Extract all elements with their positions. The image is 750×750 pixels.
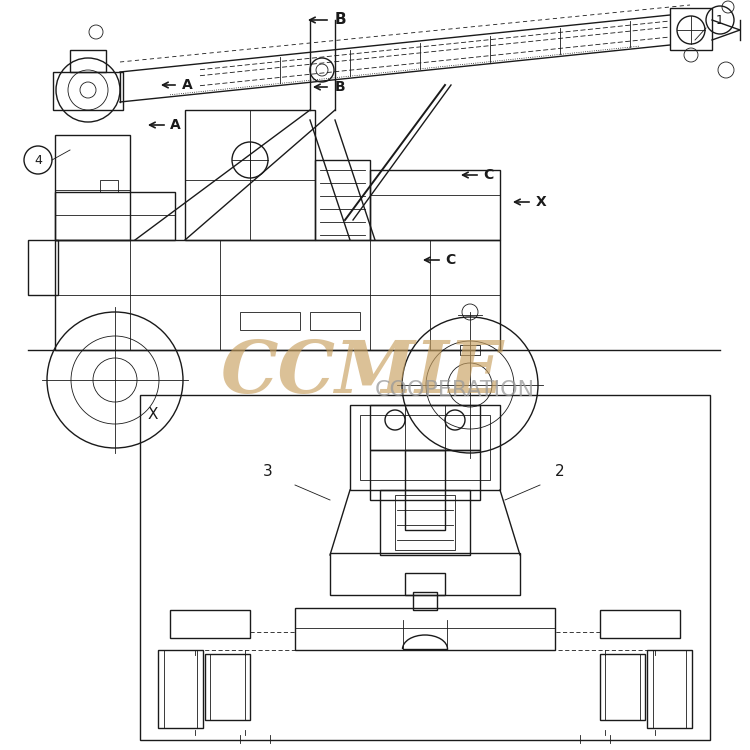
Bar bbox=[460, 345, 480, 355]
Bar bbox=[350, 405, 500, 490]
Bar bbox=[55, 240, 500, 350]
Text: 4: 4 bbox=[34, 154, 42, 166]
Text: 3: 3 bbox=[263, 464, 273, 479]
Text: COOPERATION: COOPERATION bbox=[375, 380, 536, 400]
Bar bbox=[670, 8, 712, 50]
Bar bbox=[185, 110, 315, 240]
Bar bbox=[600, 654, 645, 720]
Bar bbox=[70, 50, 106, 72]
Bar bbox=[647, 650, 692, 728]
Bar bbox=[330, 553, 520, 595]
Text: C: C bbox=[445, 253, 455, 267]
Bar bbox=[370, 405, 480, 450]
Text: X: X bbox=[148, 407, 158, 422]
Bar bbox=[405, 573, 445, 595]
Bar bbox=[205, 654, 250, 720]
Bar bbox=[605, 654, 640, 720]
Text: CCMIE: CCMIE bbox=[220, 337, 504, 407]
Bar bbox=[240, 312, 300, 330]
Bar bbox=[28, 240, 58, 295]
Bar bbox=[55, 135, 130, 240]
Bar bbox=[170, 610, 250, 638]
Text: A: A bbox=[170, 118, 181, 132]
Bar bbox=[360, 415, 490, 480]
Bar bbox=[210, 654, 245, 720]
Text: C: C bbox=[483, 168, 494, 182]
Text: B: B bbox=[335, 80, 346, 94]
Bar bbox=[140, 395, 710, 740]
Bar bbox=[100, 180, 118, 192]
Bar bbox=[405, 450, 445, 530]
Bar bbox=[380, 490, 470, 555]
Text: 1: 1 bbox=[716, 13, 724, 26]
Text: X: X bbox=[536, 195, 547, 209]
Bar bbox=[310, 312, 360, 330]
Bar bbox=[164, 650, 197, 728]
Bar bbox=[653, 650, 686, 728]
Bar bbox=[600, 610, 680, 638]
Bar bbox=[53, 72, 123, 110]
Bar bbox=[55, 192, 175, 240]
Text: B: B bbox=[335, 13, 346, 28]
Bar bbox=[370, 450, 480, 500]
Bar bbox=[370, 170, 500, 240]
Text: 2: 2 bbox=[555, 464, 565, 479]
Text: A: A bbox=[182, 78, 193, 92]
Bar bbox=[295, 608, 555, 650]
Bar bbox=[395, 495, 455, 550]
Bar bbox=[413, 592, 437, 610]
Bar bbox=[158, 650, 203, 728]
Bar bbox=[315, 160, 370, 240]
